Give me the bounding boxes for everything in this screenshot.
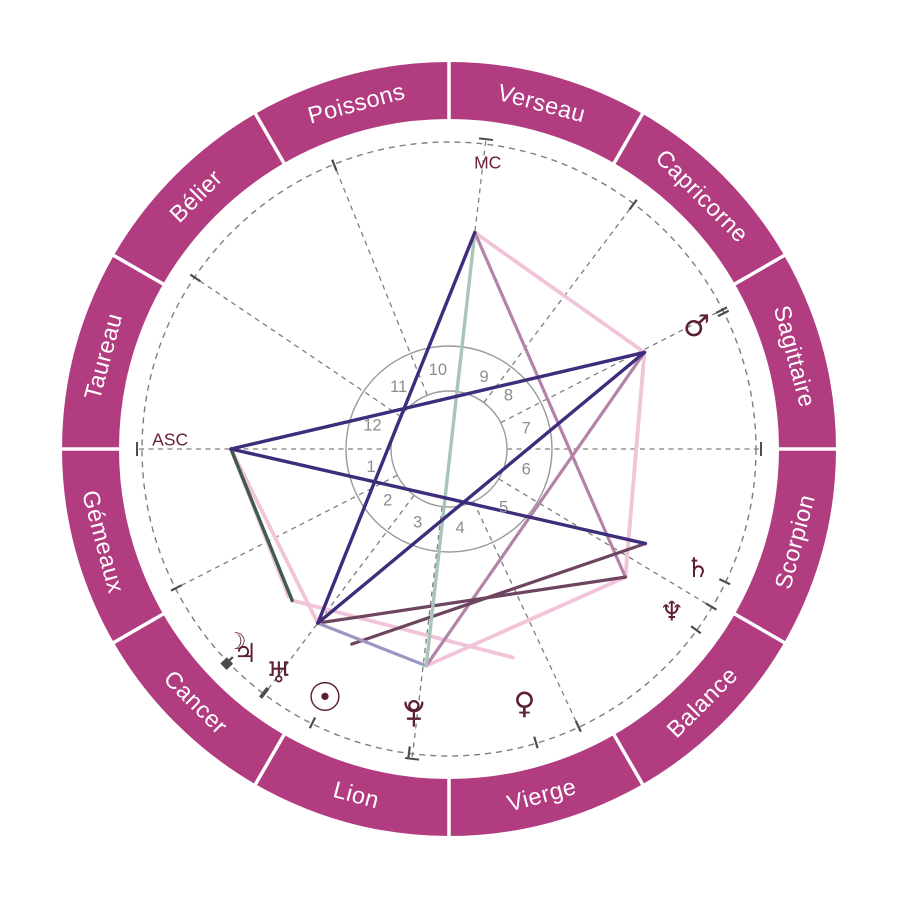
house-circle-outer <box>345 345 553 553</box>
aspect-line-neptune-pluto <box>424 575 628 668</box>
degree-tick <box>331 159 338 172</box>
house-numbers: 1 2 3 4 5 6 7 8 9 10 11 12 <box>363 361 531 537</box>
axis-end-tick <box>404 756 420 761</box>
house-cusp-line <box>500 309 723 424</box>
house-number: 5 <box>499 499 508 517</box>
aspect-line-mars-pluto <box>424 350 647 668</box>
house-cusp-line <box>472 501 580 728</box>
house-circle-inner <box>390 390 508 508</box>
degree-tick <box>690 625 702 635</box>
house-cusp-line <box>333 164 428 396</box>
planet-glyphs: ♂ ♄ ♆ ♀ ☉ ♅ ☽ ♃ <box>226 309 710 727</box>
planet-ticks <box>170 159 731 759</box>
house-number: 4 <box>456 519 465 537</box>
aspect-line-moonjup-venus <box>290 598 515 660</box>
moon-icon: ☽ <box>226 629 247 655</box>
aspect-line-mc-mars <box>472 230 647 355</box>
degree-tick <box>718 578 731 586</box>
asc-label: ASC <box>152 429 188 449</box>
pluto-icon <box>404 699 424 727</box>
mc-label: MC <box>474 153 501 173</box>
jupiter-icon: ♃ <box>234 639 257 669</box>
house-cusp-line <box>483 203 635 404</box>
house-number: 1 <box>366 458 375 476</box>
degree-tick <box>533 736 539 749</box>
house-number: 10 <box>429 361 447 379</box>
house-cusp-line <box>175 474 398 589</box>
ring-divider <box>611 733 645 786</box>
ring-divider <box>112 253 165 287</box>
ring-divider <box>112 611 165 645</box>
house-cusp-line <box>194 276 402 418</box>
ring-divider <box>253 733 287 786</box>
house-cusp-lines <box>175 164 723 728</box>
aspect-line-mars-uranus <box>316 350 647 625</box>
uranus-icon: ♅ <box>266 656 292 690</box>
degree-tick <box>705 602 718 611</box>
aspect-lines <box>229 230 648 668</box>
house-number: 3 <box>413 514 422 532</box>
house-number: 8 <box>504 386 513 404</box>
degree-tick <box>574 720 582 733</box>
house-number: 12 <box>363 417 381 435</box>
aspect-line-mc-pluto <box>424 230 477 668</box>
degree-tick <box>407 746 411 759</box>
aspect-line-saturn-sun <box>350 541 648 646</box>
house-number: 9 <box>479 368 488 386</box>
house-number: 11 <box>390 378 407 396</box>
aspect-line-uranus-pluto <box>316 621 428 668</box>
house-cusp-line <box>498 478 713 608</box>
house-number: 7 <box>522 419 531 437</box>
degree-tick <box>189 273 201 283</box>
aspect-line-asc-saturn <box>229 447 648 546</box>
ring-dividers <box>61 61 837 837</box>
aspect-line-asc-uranus <box>229 447 320 626</box>
ring-divider <box>253 112 287 165</box>
house-cusp-line <box>263 494 415 695</box>
ring-divider <box>733 611 786 645</box>
aspect-line-neptune-uranus <box>316 575 627 625</box>
neptune-icon: ♆ <box>660 597 684 628</box>
zodiac-labels: Poissons Verseau Capricorne Sagittaire S… <box>77 78 821 817</box>
axis-end-tick <box>478 137 494 142</box>
house-number: 6 <box>522 461 531 479</box>
degree-tick <box>715 306 728 314</box>
sun-icon: ☉ <box>307 675 343 721</box>
mars-icon: ♂ <box>683 309 710 344</box>
degree-tick <box>260 687 270 699</box>
degree-tick <box>259 686 269 698</box>
aspect-line-mc-uranus <box>316 230 477 625</box>
ring-divider <box>733 253 786 287</box>
ring-divider <box>611 112 645 165</box>
aspect-line-asc-mars <box>229 350 647 451</box>
house-number: 2 <box>383 491 392 509</box>
degree-tick <box>170 584 183 592</box>
aspect-line-asc-moonjup <box>229 447 294 603</box>
degree-tick <box>628 199 638 211</box>
aspect-line-mc-neptune <box>473 230 627 579</box>
moon-jupiter-conjunction-icon: ☽ ♃ <box>226 629 257 669</box>
saturn-icon: ♄ <box>686 553 710 584</box>
moon-marker-square <box>220 657 234 671</box>
venus-icon: ♀ <box>514 687 536 722</box>
degree-tick <box>308 716 317 729</box>
degree-tick <box>717 309 730 318</box>
